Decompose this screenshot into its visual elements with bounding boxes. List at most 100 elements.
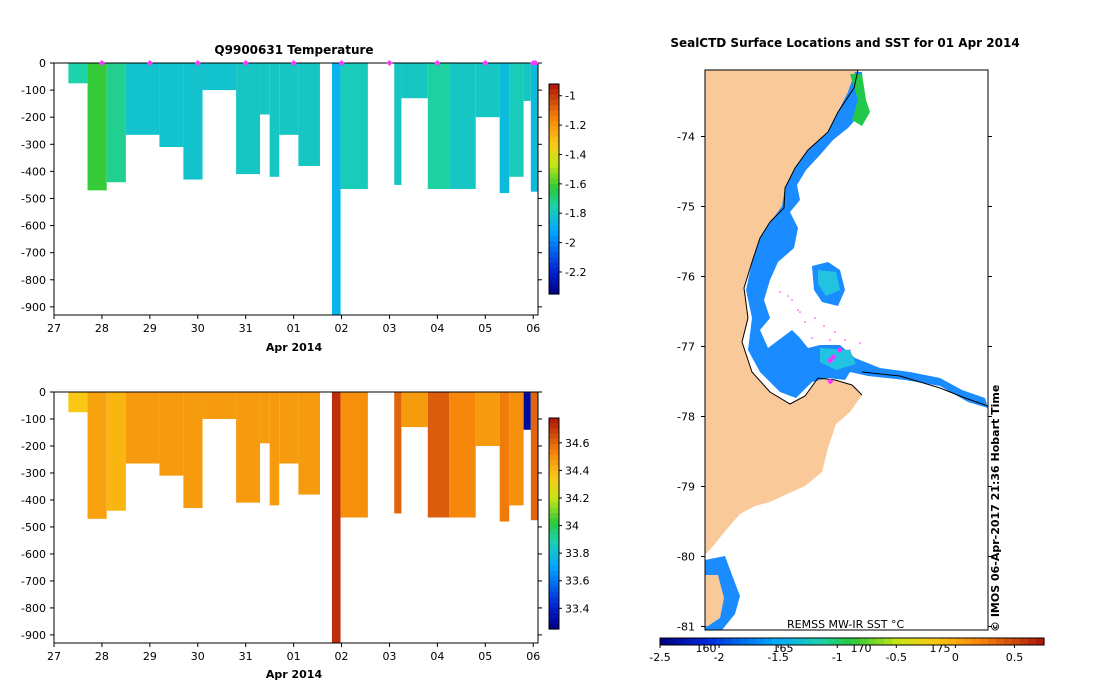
track-dot <box>797 309 799 311</box>
sst-colorbar-cell <box>716 638 725 645</box>
profile-column <box>340 63 368 189</box>
sst-warm-patch <box>818 270 840 296</box>
track-dot <box>849 349 851 351</box>
colorbar-cell <box>549 476 559 482</box>
profile-column <box>331 63 341 315</box>
seal-position-marker <box>827 357 834 364</box>
colorbar-cell <box>549 173 559 180</box>
track-dot <box>823 325 825 327</box>
profile-column <box>340 392 368 518</box>
sst-colorbar-cell <box>1036 638 1045 645</box>
profile-column <box>475 392 500 446</box>
track-dot <box>787 295 789 297</box>
profile-column <box>449 63 476 189</box>
colorbar-cell <box>549 592 559 598</box>
profile-column <box>202 392 237 419</box>
sst-colorbar-cell <box>1020 638 1029 645</box>
date-tick-label: 31 <box>239 322 253 335</box>
date-tick-label: 06 <box>526 322 540 335</box>
depth-tick-label: 0 <box>39 57 46 70</box>
seal-track-dots <box>779 291 861 351</box>
colorbar-cell <box>549 215 559 222</box>
temperature-colorbar: -1 -1.2 -1.4 -1.6 -1.8 -2 -2.2 <box>548 83 586 295</box>
depth-tick-label: -300 <box>21 467 46 480</box>
colorbar-cell <box>549 120 559 127</box>
depth-tick-label: -800 <box>21 602 46 615</box>
profile-column <box>427 392 450 518</box>
depth-tick-label: -800 <box>21 274 46 287</box>
lat-tick-label: -79 <box>677 481 695 494</box>
colorbar-cell <box>549 507 559 514</box>
depth-tick-label: -200 <box>21 440 46 453</box>
date-tick-label: 28 <box>95 650 109 663</box>
profile-marker <box>290 60 297 66</box>
profile-column <box>68 392 88 413</box>
sst-colorbar-tick-label: -1 <box>832 651 843 664</box>
colorbar-cell <box>549 168 559 174</box>
seal-position-marker <box>827 378 834 385</box>
colorbar-tick-label: 33.4 <box>565 602 590 615</box>
sst-colorbar-cell <box>940 638 949 645</box>
depth-tick-label: -300 <box>21 138 46 151</box>
profile-column <box>269 392 280 506</box>
sst-colorbar-cell <box>836 638 845 645</box>
colorbar-cell <box>549 544 559 551</box>
sst-colorbar-cell <box>724 638 733 645</box>
sst-colorbar-tick-label: -2.5 <box>649 651 670 664</box>
sst-colorbar-cell <box>804 638 813 645</box>
profile-column <box>298 63 320 166</box>
colorbar-cell <box>549 518 559 525</box>
track-dot <box>829 339 831 341</box>
sst-colorbar-tick-label: -0.5 <box>886 651 907 664</box>
sst-map: -74-75-76-77-78-79-80-81 160 165 170 175 RE… <box>677 69 992 655</box>
track-dot <box>804 321 806 323</box>
colorbar-cell <box>549 220 559 227</box>
profile-column <box>530 63 538 192</box>
profile-column <box>106 392 126 511</box>
date-tick-label: 30 <box>191 650 205 663</box>
colorbar-cell <box>549 115 559 122</box>
depth-tick-label: -400 <box>21 494 46 507</box>
date-tick-label: 06 <box>526 650 540 663</box>
colorbar-cell <box>549 428 559 435</box>
colorbar-cell <box>549 105 559 111</box>
sst-colorbar-cell <box>756 638 765 645</box>
colorbar-cell <box>549 241 559 248</box>
sst-label: REMSS MW-IR SST °C <box>787 618 905 631</box>
colorbar-cell <box>549 502 559 509</box>
lat-tick-label: -81 <box>677 621 695 634</box>
colorbar-tick-label: -1 <box>565 90 576 103</box>
colorbar-cell <box>549 189 559 195</box>
sst-colorbar-cell <box>956 638 965 645</box>
colorbar-cell <box>549 136 559 143</box>
colorbar-cell <box>549 204 559 211</box>
profile-column <box>523 392 531 430</box>
sst-colorbar-cell <box>876 638 885 645</box>
profile-column <box>260 63 270 115</box>
colorbar-cell <box>549 560 559 567</box>
profile-column <box>236 63 261 175</box>
profile-column <box>279 63 299 135</box>
colorbar-cell <box>549 497 559 503</box>
date-tick-label: 02 <box>335 650 349 663</box>
colorbar-tick-label: -1.2 <box>565 119 586 132</box>
sst-colorbar-tick-label: 0.5 <box>1006 651 1024 664</box>
colorbar-cell <box>549 157 559 164</box>
sst-colorbar-cell <box>676 638 685 645</box>
colorbar-cell <box>549 613 559 620</box>
lat-tick-label: -76 <box>677 271 695 284</box>
colorbar-tick-label: 34.2 <box>565 492 590 505</box>
track-dot <box>859 342 861 344</box>
sst-ocean-coastal-strip <box>746 72 988 408</box>
profile-column <box>125 392 160 464</box>
track-dot <box>844 339 846 341</box>
watermark: © IMOS 06-Apr-2017 21:36 Hobart Time <box>989 385 1002 632</box>
profile-column <box>236 392 261 503</box>
colorbar-cell <box>549 262 559 269</box>
colorbar-cell <box>549 147 559 153</box>
sst-colorbar-cell <box>988 638 997 645</box>
colorbar-cell <box>549 433 559 440</box>
map-frame <box>704 69 989 631</box>
sst-colorbar-cell <box>844 638 853 645</box>
